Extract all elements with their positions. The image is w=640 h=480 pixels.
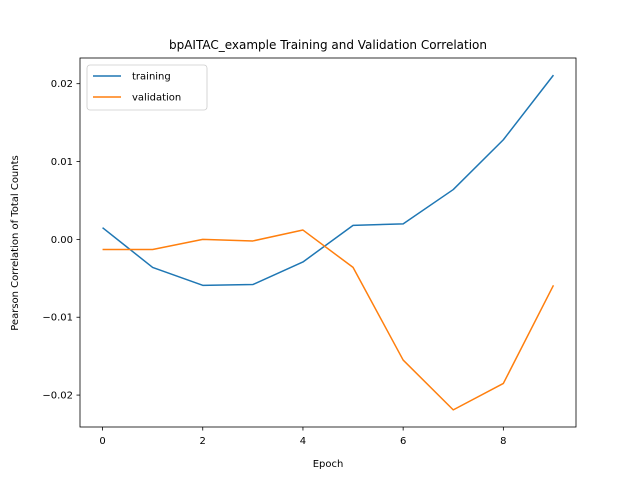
y-tick-label: −0.02	[42, 391, 73, 402]
y-axis: −0.02 −0.01 0.00 0.01 0.02	[42, 79, 80, 402]
y-tick-label: −0.01	[42, 313, 73, 324]
y-tick-label: 0.00	[51, 235, 73, 246]
y-axis-label: Pearson Correlation of Total Counts	[10, 155, 21, 331]
plot-area	[102, 74, 555, 411]
chart-title: bpAITAC_example Training and Validation …	[169, 38, 487, 52]
y-tick-label: 0.02	[51, 79, 73, 90]
y-tick-label: 0.01	[51, 157, 73, 168]
series-line-training	[102, 74, 555, 287]
x-tick-label: 2	[200, 436, 206, 447]
x-tick-label: 0	[99, 436, 105, 447]
x-axis-label: Epoch	[313, 459, 344, 470]
legend-label-training: training	[132, 72, 171, 83]
axes-frame	[79, 57, 577, 428]
x-tick-label: 4	[300, 436, 306, 447]
x-tick-label: 6	[400, 436, 406, 447]
series-line-validation	[102, 229, 555, 411]
legend: training validation	[86, 64, 208, 111]
legend-label-validation: validation	[132, 93, 181, 104]
x-tick-label: 8	[500, 436, 506, 447]
x-axis: 0 2 4 6 8	[99, 427, 507, 447]
